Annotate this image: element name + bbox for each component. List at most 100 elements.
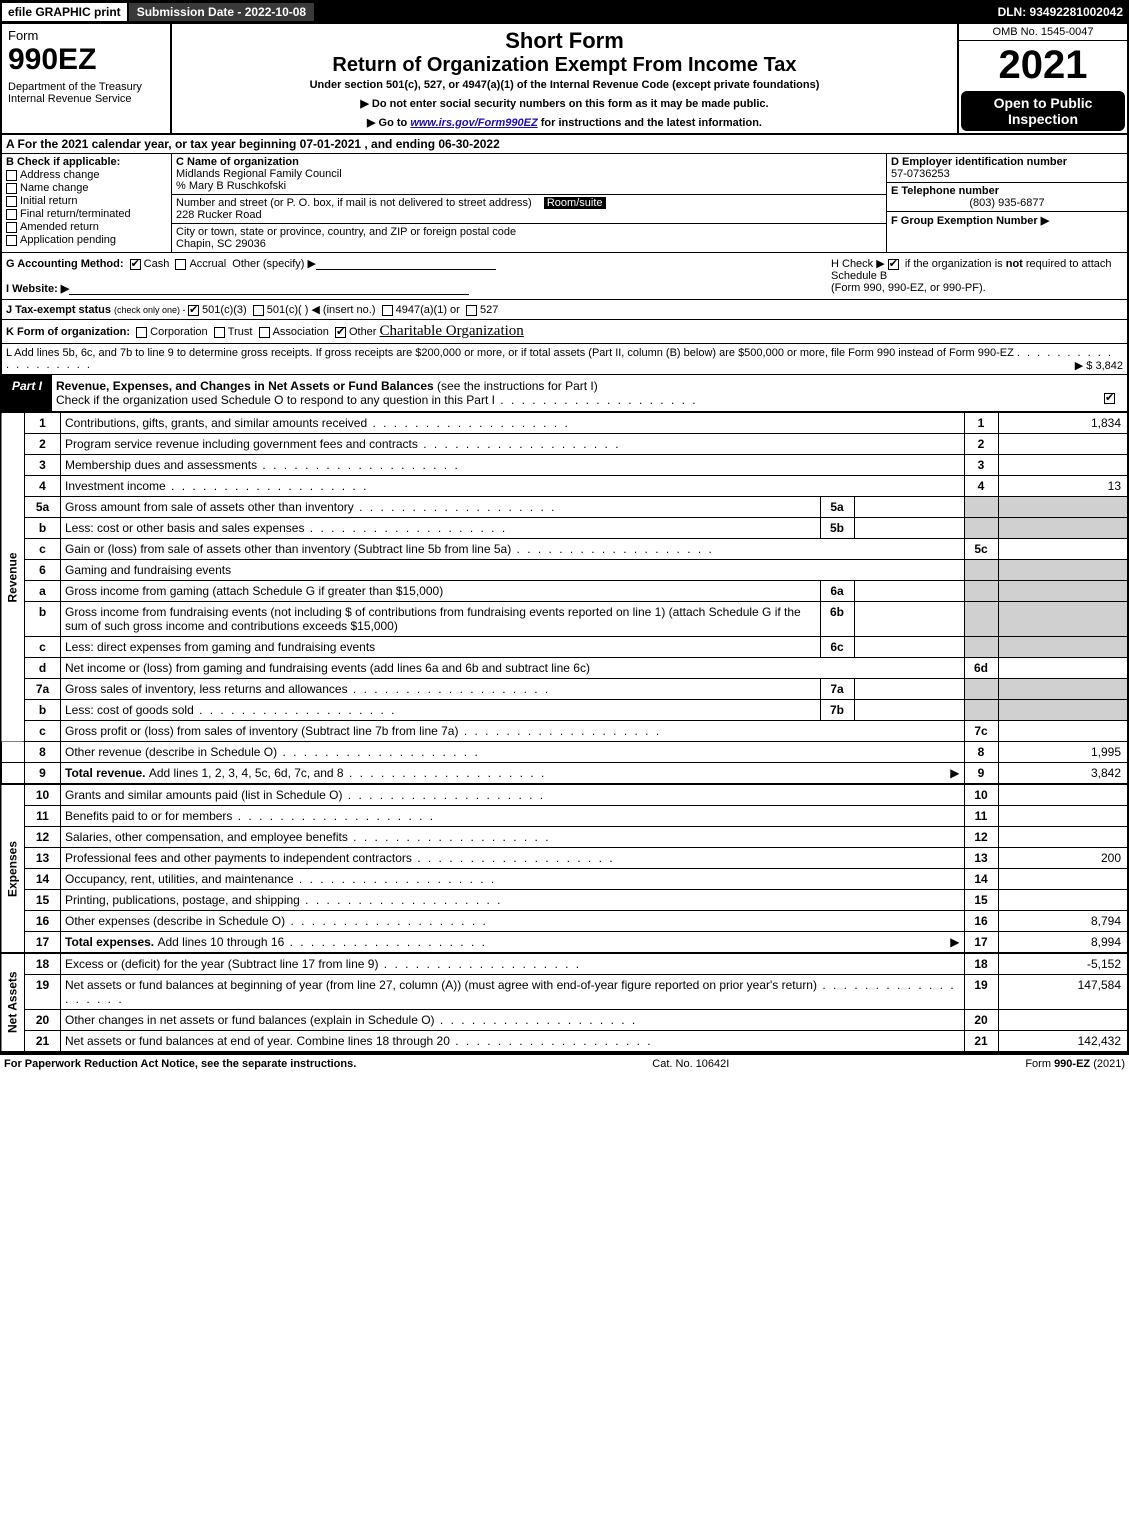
form-word: Form	[8, 28, 164, 43]
chk-association[interactable]	[259, 327, 270, 338]
d-ein-label: D Employer identification number	[891, 156, 1067, 168]
under-section-text: Under section 501(c), 527, or 4947(a)(1)…	[176, 79, 953, 91]
line5c-value	[998, 539, 1128, 560]
chk-h-not-required[interactable]	[888, 259, 899, 270]
tax-year: 2021	[959, 41, 1127, 89]
care-of: % Mary B Ruschkofski	[176, 180, 286, 192]
chk-501c[interactable]	[253, 305, 264, 316]
goto-pre: ▶ Go to	[367, 117, 410, 129]
chk-4947[interactable]	[382, 305, 393, 316]
line8-value: 1,995	[998, 742, 1128, 763]
chk-other-org[interactable]	[335, 327, 346, 338]
row-j: J Tax-exempt status (check only one) - 5…	[0, 300, 1129, 320]
row-l: L Add lines 5b, 6c, and 7b to line 9 to …	[0, 344, 1129, 375]
form-header: Form 990EZ Department of the Treasury In…	[0, 24, 1129, 135]
dln-label: DLN: 93492281002042	[998, 5, 1129, 19]
b-title: B Check if applicable:	[6, 156, 167, 168]
chk-initial-return[interactable]: Initial return	[6, 195, 167, 207]
city-state-zip: Chapin, SC 29036	[176, 238, 266, 250]
e-tel-label: E Telephone number	[891, 185, 999, 197]
line7a-value	[854, 679, 964, 700]
c-name-label: C Name of organization	[176, 156, 299, 168]
row-k: K Form of organization: Corporation Trus…	[0, 320, 1129, 344]
other-org-value: Charitable Organization	[380, 323, 524, 339]
revenue-label: Revenue	[1, 413, 25, 742]
chk-501c3[interactable]	[188, 305, 199, 316]
chk-amended-return[interactable]: Amended return	[6, 221, 167, 233]
org-name: Midlands Regional Family Council	[176, 168, 342, 180]
line11-value	[998, 806, 1128, 827]
header-left: Form 990EZ Department of the Treasury In…	[2, 24, 172, 133]
h-pre: H Check ▶	[831, 258, 888, 270]
footer-left: For Paperwork Reduction Act Notice, see …	[4, 1058, 356, 1070]
line12-value	[998, 827, 1128, 848]
efile-print-label[interactable]: efile GRAPHIC print	[0, 1, 129, 23]
header-right: OMB No. 1545-0047 2021 Open to Public In…	[957, 24, 1127, 133]
g-label: G Accounting Method:	[6, 258, 124, 270]
omb-number: OMB No. 1545-0047	[959, 24, 1127, 41]
room-suite-label: Room/suite	[544, 197, 606, 209]
top-bar: efile GRAPHIC print Submission Date - 20…	[0, 0, 1129, 24]
chk-cash[interactable]	[130, 259, 141, 270]
h-line2: (Form 990, 990-EZ, or 990-PF).	[831, 282, 986, 294]
line2-value	[998, 434, 1128, 455]
line6a-value	[854, 581, 964, 602]
line3-value	[998, 455, 1128, 476]
line14-value	[998, 869, 1128, 890]
netassets-label: Net Assets	[1, 953, 25, 1052]
line7b-value	[854, 700, 964, 721]
chk-corporation[interactable]	[136, 327, 147, 338]
row-gh: G Accounting Method: Cash Accrual Other …	[0, 253, 1129, 300]
submission-date-label: Submission Date - 2022-10-08	[129, 3, 316, 21]
chk-application-pending[interactable]: Application pending	[6, 234, 167, 246]
tel-value: (803) 935-6877	[891, 197, 1123, 209]
l-text: L Add lines 5b, 6c, and 7b to line 9 to …	[6, 347, 1014, 359]
ein-value: 57-0736253	[891, 168, 950, 180]
short-form-title: Short Form	[176, 28, 953, 54]
line18-value: -5,152	[998, 953, 1128, 975]
line4-value: 13	[998, 476, 1128, 497]
line6c-value	[854, 637, 964, 658]
part1-title: Revenue, Expenses, and Changes in Net As…	[52, 375, 1127, 411]
chk-schedule-o-part1[interactable]	[1104, 393, 1115, 404]
part1-header: Part I Revenue, Expenses, and Changes in…	[0, 375, 1129, 413]
chk-address-change[interactable]: Address change	[6, 169, 167, 181]
chk-accrual[interactable]	[175, 259, 186, 270]
other-specify-input[interactable]	[316, 258, 496, 270]
part1-tab: Part I	[2, 375, 52, 411]
f-group-label: F Group Exemption Number ▶	[891, 215, 1049, 227]
line1-value: 1,834	[998, 413, 1128, 434]
line16-value: 8,794	[998, 911, 1128, 932]
line19-value: 147,584	[998, 975, 1128, 1010]
line6b-value	[854, 602, 964, 637]
open-to-public-box: Open to Public Inspection	[961, 91, 1125, 131]
line17-value: 8,994	[998, 932, 1128, 954]
goto-line: ▶ Go to www.irs.gov/Form990EZ for instru…	[176, 116, 953, 129]
part1-table: Revenue 1 Contributions, gifts, grants, …	[0, 413, 1129, 1053]
l-amount: ▶ $ 3,842	[1075, 359, 1123, 372]
line10-value	[998, 784, 1128, 806]
page-footer: For Paperwork Reduction Act Notice, see …	[0, 1053, 1129, 1073]
irs-link[interactable]: www.irs.gov/Form990EZ	[410, 117, 537, 129]
column-def: D Employer identification number 57-0736…	[887, 154, 1127, 252]
line13-value: 200	[998, 848, 1128, 869]
chk-527[interactable]	[466, 305, 477, 316]
chk-trust[interactable]	[214, 327, 225, 338]
row-a-tax-year: A For the 2021 calendar year, or tax yea…	[0, 135, 1129, 154]
department-label: Department of the Treasury Internal Reve…	[8, 81, 164, 105]
line15-value	[998, 890, 1128, 911]
i-label: I Website: ▶	[6, 283, 69, 295]
line20-value	[998, 1010, 1128, 1031]
line5a-value	[854, 497, 964, 518]
footer-catno: Cat. No. 10642I	[356, 1058, 1025, 1070]
chk-name-change[interactable]: Name change	[6, 182, 167, 194]
column-c: C Name of organization Midlands Regional…	[172, 154, 887, 252]
return-title: Return of Organization Exempt From Incom…	[176, 54, 953, 77]
chk-final-return[interactable]: Final return/terminated	[6, 208, 167, 220]
c-city-label: City or town, state or province, country…	[176, 226, 516, 238]
line7c-value	[998, 721, 1128, 742]
website-input[interactable]	[69, 283, 469, 295]
line5b-value	[854, 518, 964, 539]
line9-value: 3,842	[998, 763, 1128, 785]
goto-post: for instructions and the latest informat…	[538, 117, 762, 129]
